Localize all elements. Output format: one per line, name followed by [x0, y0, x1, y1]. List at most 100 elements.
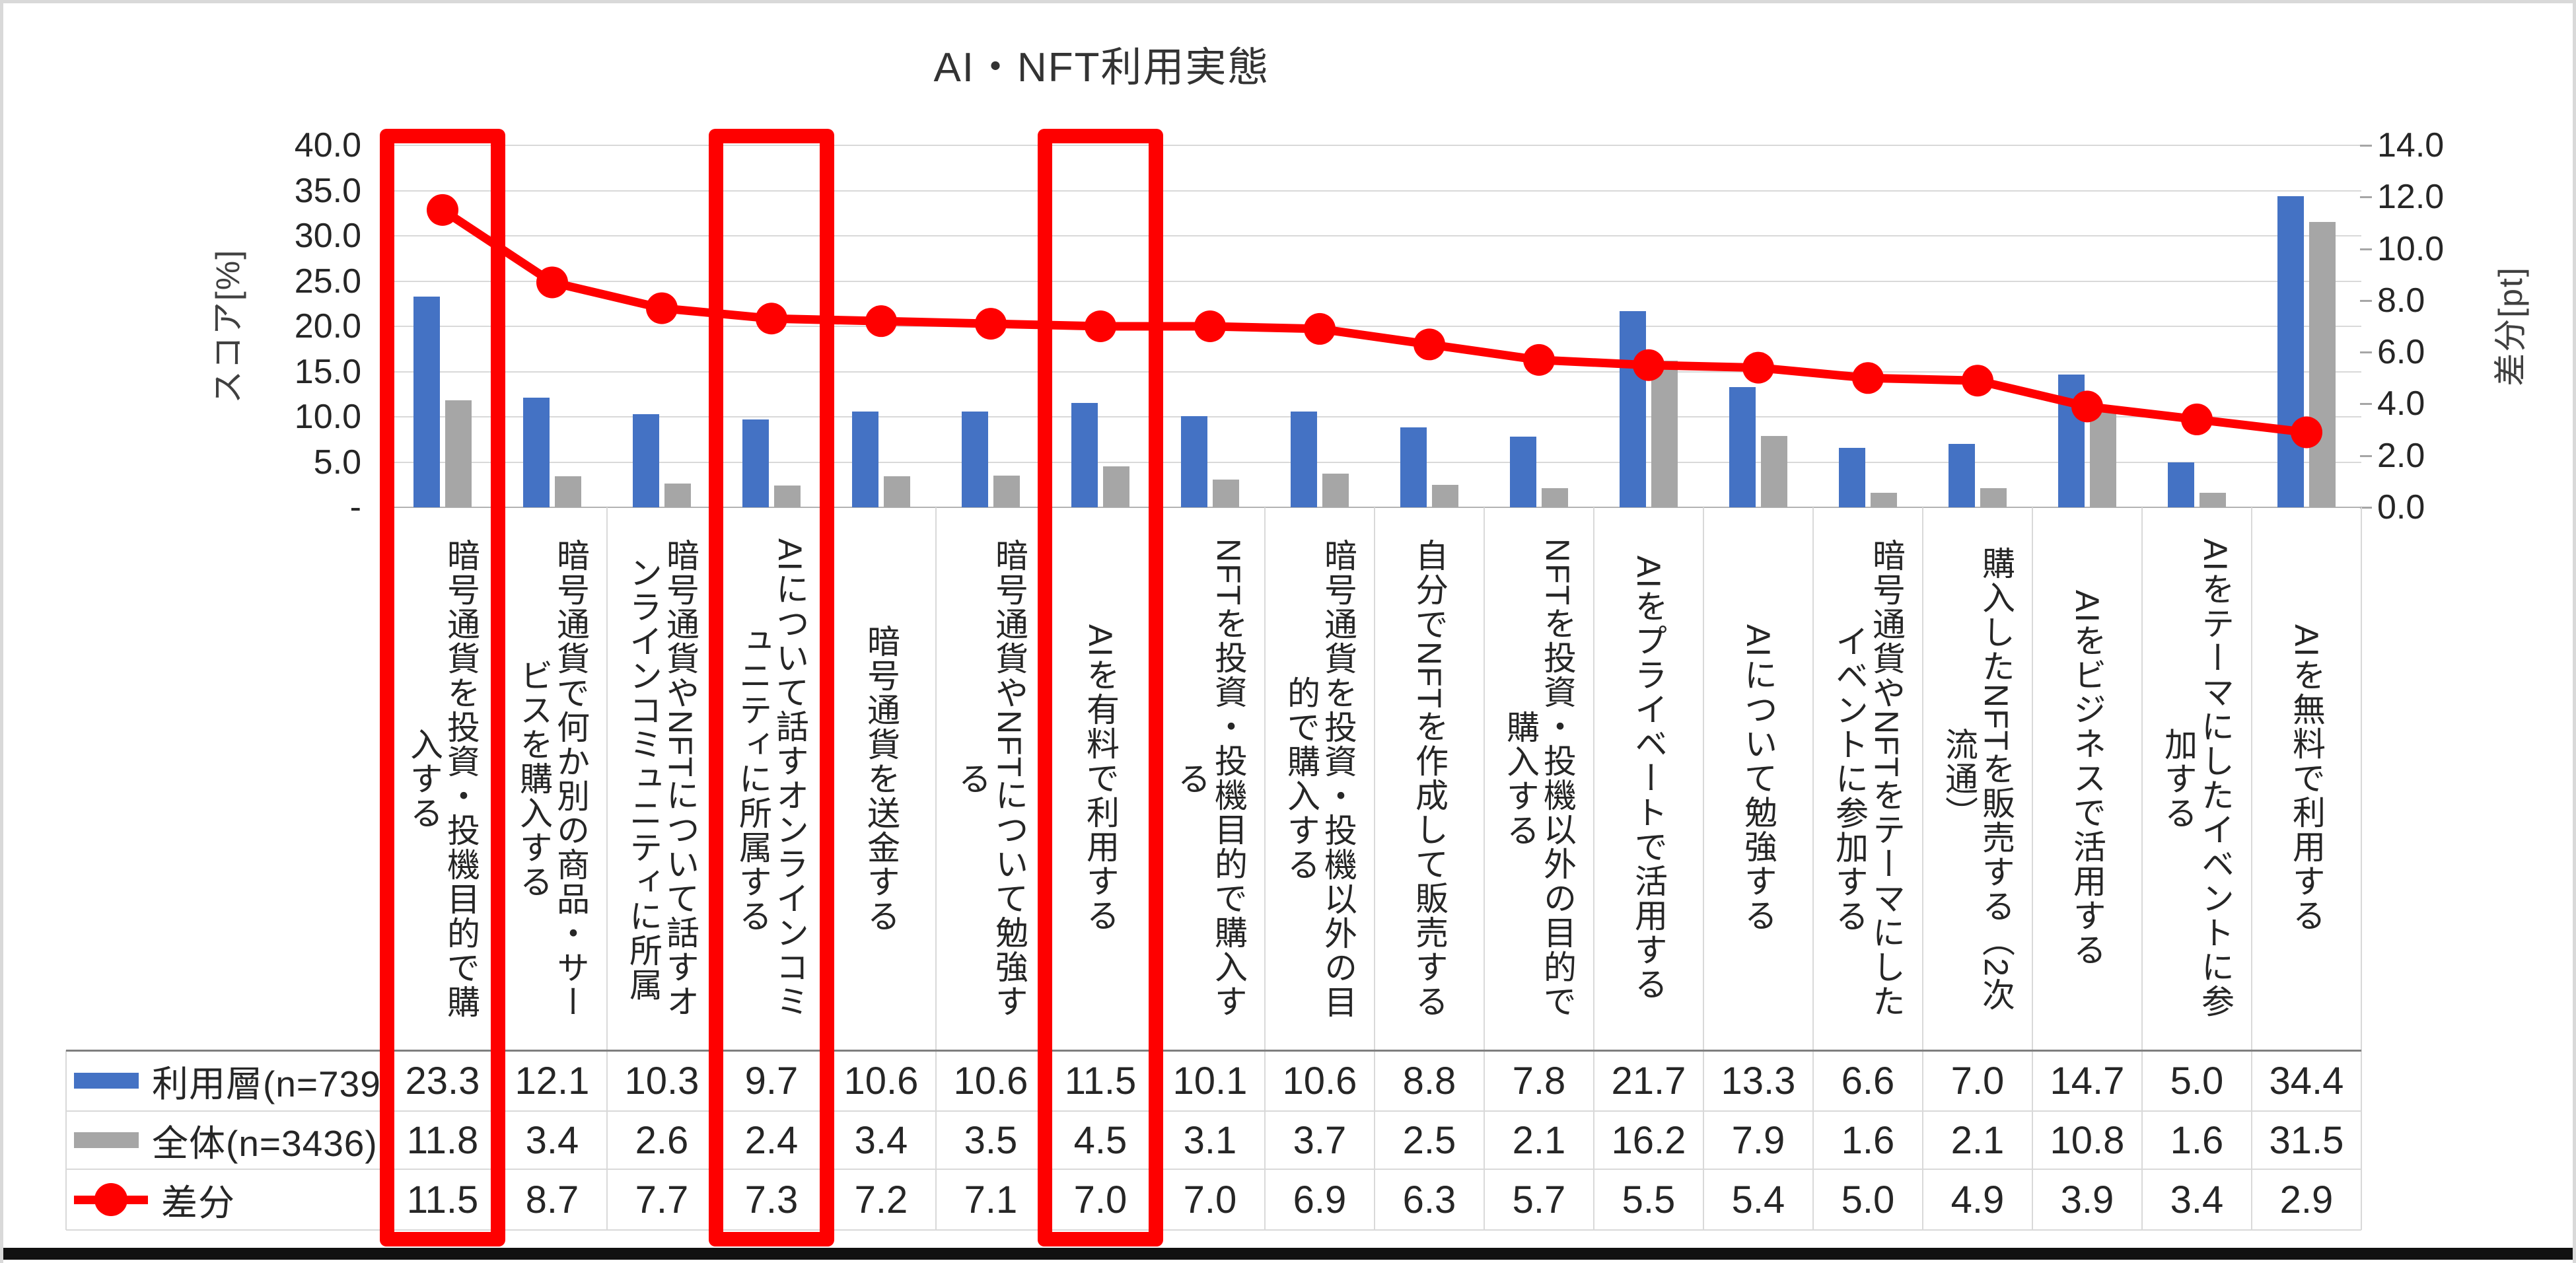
bar-secondary — [2200, 493, 2226, 507]
table-value-cell: 2.9 — [2279, 1178, 2334, 1221]
table-value-cell: 4.5 — [1073, 1118, 1127, 1162]
category-label-cell: AIについて勉強する — [1703, 509, 1813, 1049]
legend-item-series2: 全体(n=3436) — [67, 1111, 386, 1169]
bar-secondary — [1651, 361, 1678, 507]
right-axis-tick-mark — [2360, 507, 2372, 509]
bar-primary — [1729, 386, 1756, 507]
right-axis-tick-mark — [2360, 145, 2372, 147]
left-axis-tick-label: 15.0 — [294, 352, 361, 391]
legend-item-series3: 差分 — [67, 1169, 386, 1230]
bar-secondary — [555, 476, 581, 507]
table-value-cell: 14.7 — [2050, 1059, 2125, 1102]
table-value-cell: 3.7 — [1293, 1118, 1347, 1162]
legend-label-series3: 差分 — [161, 1182, 236, 1223]
gridline — [388, 461, 2361, 463]
legend-label-series2: 全体(n=3436) — [152, 1123, 378, 1164]
line-point — [1852, 362, 1884, 394]
table-value-cell: 31.5 — [2269, 1118, 2344, 1162]
category-label: 暗号通貨を投資・投機目的で購入する — [406, 538, 480, 1019]
category-label-cell: 暗号通貨を送金する — [826, 509, 936, 1049]
table-value-cell: 4.9 — [1950, 1178, 2005, 1221]
table-value-cell: 13.3 — [1721, 1059, 1796, 1102]
column-border — [1812, 507, 1814, 1230]
right-axis-tick-label: 6.0 — [2377, 333, 2425, 372]
table-value-cell: 6.9 — [1293, 1178, 1347, 1221]
left-axis-tick-label: 5.0 — [313, 443, 361, 482]
table-value-cell: 11.5 — [1064, 1059, 1137, 1102]
category-label: AIについて話すオンラインコミュニティに所属する — [734, 538, 808, 1019]
bottom-border-band — [3, 1248, 2573, 1260]
category-label-cell: 暗号通貨を投資・投機以外の目的で購入する — [1265, 509, 1375, 1049]
table-row-border — [66, 1110, 2361, 1112]
table-value-cell: 34.4 — [2269, 1059, 2344, 1102]
right-axis-tick-mark — [2360, 351, 2372, 354]
gridline — [388, 371, 2361, 373]
table-value-cell: 6.3 — [1402, 1178, 1456, 1221]
line-point — [1304, 312, 1336, 345]
column-border — [1703, 507, 1704, 1230]
bar-primary — [1400, 427, 1427, 507]
table-row-border — [66, 1169, 2361, 1170]
bar-primary — [1949, 444, 1975, 507]
table-value-cell: 5.4 — [1731, 1178, 1785, 1221]
bar-primary — [2168, 462, 2194, 507]
table-value-cell: 9.7 — [744, 1059, 799, 1102]
table-value-cell: 6.6 — [1841, 1059, 1895, 1102]
table-value-cell: 7.7 — [635, 1178, 689, 1221]
right-axis-tick-label: 2.0 — [2377, 436, 2425, 475]
right-axis-tick-mark — [2360, 454, 2372, 457]
highlight-rect — [380, 129, 505, 1246]
line-point — [646, 292, 678, 324]
bar-primary — [633, 414, 659, 507]
table-value-cell: 3.4 — [525, 1118, 579, 1162]
table-value-cell: 3.4 — [854, 1118, 908, 1162]
right-axis-tick-label: 4.0 — [2377, 384, 2425, 423]
right-axis-tick-mark — [2360, 196, 2372, 199]
left-axis-tick-label: - — [349, 488, 361, 526]
category-label-cell: 暗号通貨やNFTについて勉強する — [936, 509, 1046, 1049]
bar-primary — [852, 411, 878, 507]
line-point — [1194, 310, 1226, 342]
category-label: 暗号通貨やNFTについて話すオンラインコミュニティに所属 — [625, 538, 699, 1019]
bar-secondary — [993, 476, 1020, 507]
bar-secondary — [774, 486, 801, 507]
bar-primary — [1071, 403, 1098, 507]
line-point — [1633, 349, 1664, 381]
category-label: 暗号通貨で何か別の商品・サービスを購入する — [515, 538, 589, 1019]
table-value-cell: 3.5 — [964, 1118, 1018, 1162]
table-row-border — [66, 1229, 2361, 1231]
table-value-cell: 10.8 — [2050, 1118, 2125, 1162]
bar-primary — [1181, 415, 1207, 507]
line-point — [756, 303, 787, 335]
table-value-cell: 11.5 — [406, 1178, 479, 1221]
line-point — [2071, 390, 2103, 423]
category-label: AIをプライベートで活用する — [1630, 556, 1667, 1002]
gridline — [388, 190, 2361, 192]
bar-primary — [962, 411, 988, 507]
gridline — [388, 416, 2361, 417]
category-label: 自分でNFTを作成して販売する — [1411, 538, 1448, 1019]
bar-primary — [1620, 310, 1646, 507]
category-label-cell: AIをビジネスで活用する — [2032, 509, 2142, 1049]
table-value-cell: 3.4 — [2170, 1178, 2224, 1221]
column-border — [1264, 507, 1266, 1230]
column-border — [1374, 507, 1375, 1230]
right-axis-tick-label: 12.0 — [2377, 178, 2445, 217]
legend-label-series1: 利用層(n=739) — [152, 1064, 394, 1104]
bar-primary — [1839, 447, 1865, 507]
bar-secondary — [1761, 435, 1787, 507]
table-value-cell: 3.1 — [1183, 1118, 1237, 1162]
table-value-cell: 7.0 — [1950, 1059, 2005, 1102]
gridline — [388, 235, 2361, 236]
table-value-cell: 10.6 — [1282, 1059, 1357, 1102]
table-value-cell: 7.9 — [1731, 1118, 1785, 1162]
table-value-cell: 2.1 — [1950, 1118, 2005, 1162]
left-axis-tick-label: 20.0 — [294, 307, 361, 345]
table-value-cell: 11.8 — [406, 1118, 479, 1162]
line-point — [1742, 351, 1774, 384]
line-point — [427, 194, 458, 226]
bar-secondary — [1542, 488, 1568, 507]
column-border — [2361, 507, 2362, 1230]
highlight-rect — [709, 129, 834, 1246]
table-value-cell: 8.7 — [525, 1178, 579, 1221]
